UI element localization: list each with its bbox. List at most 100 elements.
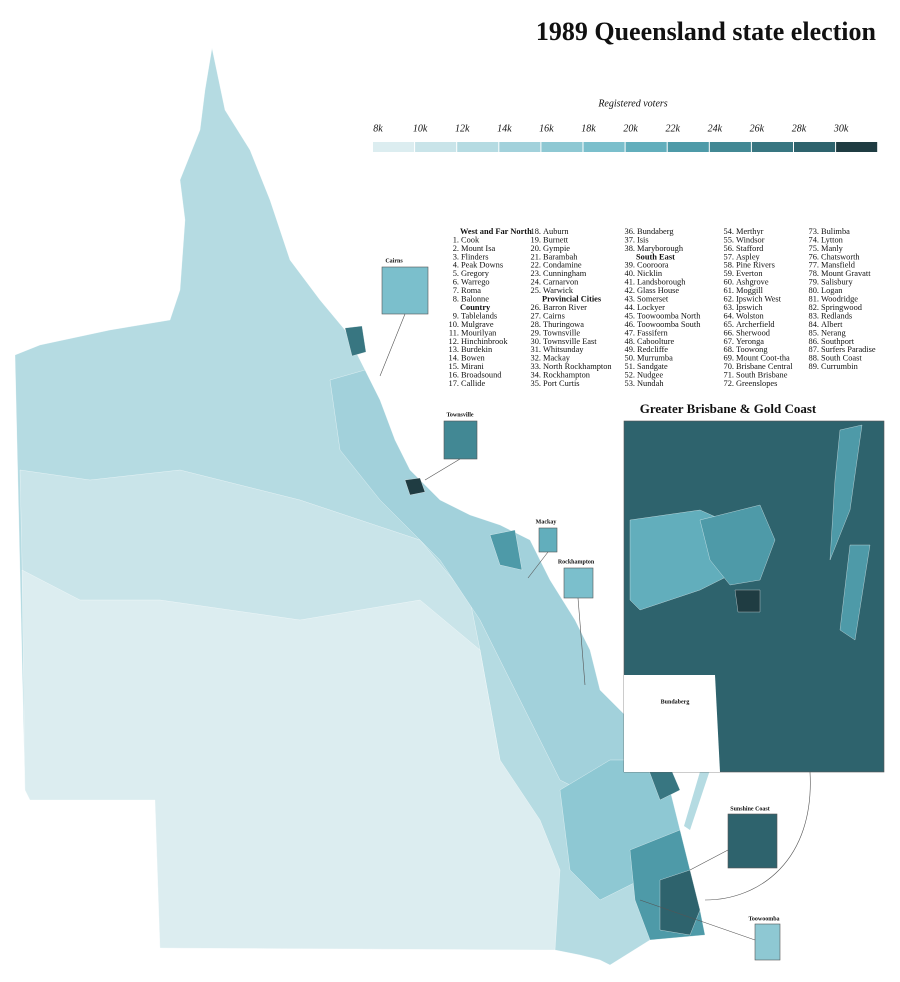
electorate-name: Isis [637,235,649,244]
electorate-name: Hinchinbrook [461,337,508,346]
legend-swatch [457,142,499,152]
legend-swatch [794,142,836,152]
legend-tick-label: 18k [581,123,596,134]
electorate-number: 26. [531,303,541,312]
electorate-name: Cunningham [543,269,587,278]
electorate-number: 84. [809,320,819,329]
electorate-name: Greenslopes [736,379,777,388]
electorate-number: 77. [809,261,819,270]
electorate-number: 54. [724,227,734,236]
electorate-name: Chatsworth [821,252,860,261]
electorate-number: 69. [724,354,734,363]
electorate-name: Nudgee [637,371,663,380]
electorate-number: 35. [531,379,541,388]
electorate-number: 43. [625,295,635,304]
legend-swatch [836,142,878,152]
electorate-number: 48. [625,337,635,346]
title: 1989 Queensland state election [536,17,877,46]
electorate-number: 21. [531,252,541,261]
electorate-name: Wolston [736,311,765,320]
electorate-number: 65. [724,320,734,329]
electorate-name: Murrumba [637,354,673,363]
electorate-name: Condamine [543,261,582,270]
electorate-name: Barambah [543,252,578,261]
electorate-number: 32. [531,354,541,363]
electorate-name: Toowong [736,345,768,354]
legend-swatch [541,142,583,152]
electorate-number: 29. [531,328,541,337]
inset-label: Townsville [446,412,473,418]
electorate-name: Cooroora [637,261,669,270]
electorate-number: 83. [809,311,819,320]
electorate-number: 87. [809,345,819,354]
electorate-number: 7. [453,286,459,295]
electorate-name: Whitsunday [543,345,584,354]
cairns-inset [381,266,429,315]
electorate-number: 59. [724,269,734,278]
electorate-number: 1. [453,235,459,244]
region-heading: Country [460,303,491,312]
electorate-number: 75. [809,244,819,253]
electorate-name: Carnarvon [543,278,579,287]
connector [577,597,586,686]
electorate-number: 78. [809,269,819,278]
electorate-name: Brisbane Central [736,362,793,371]
legend: 8k 10k 12k 14k 16k 18k 20k 22k 24k 26k 28k 30k [373,123,878,152]
mackay-inset [538,527,558,553]
electorate-number: 41. [625,278,635,287]
electorate-number: 72. [724,379,734,388]
electorate-name: Bundaberg [637,227,674,236]
electorate-name: Aspley [736,252,761,261]
rockhampton-inset [563,567,594,599]
electorate-number: 55. [724,235,734,244]
electorate-number: 61. [724,286,734,295]
electorate-number: 76. [809,252,819,261]
inset-label: Mackay [536,519,557,525]
legend-tick-label: 14k [497,123,512,134]
electorate-number: 82. [809,303,819,312]
connector [639,899,756,941]
fraser-island [684,765,710,830]
district-mackay [489,529,523,571]
electorate-name: Springwood [821,303,863,312]
electorate-number: 40. [625,269,635,278]
electorate-name: Glass House [637,286,679,295]
electorate-number: 58. [724,261,734,270]
legend-title: Registered voters [597,98,667,109]
electorate-name: Southport [821,337,855,346]
legend-swatch [667,142,709,152]
electorate-number: 8. [453,295,459,304]
outside-region [624,675,720,772]
electorate-name: Gympie [543,244,570,253]
sunshine-coast-inset [727,813,778,869]
brisbane-inset-districts [624,424,871,772]
electorate-name: Lockyer [637,303,665,312]
electorate-name: Everton [736,269,763,278]
electorate-name: Ipswich West [736,295,782,304]
connector [704,771,811,901]
electorate-name: Rockhampton [543,371,591,380]
electorate-name: Salisbury [821,278,853,287]
legend-tick-label: 8k [373,123,383,134]
electorate-name: Nerang [821,328,846,337]
electorate-number: 20. [531,244,541,253]
electorate-name: Burnett [543,235,569,244]
dark-district [734,589,761,613]
electorate-name: Mirani [461,362,484,371]
legend-swatch [751,142,793,152]
district-coast [329,369,651,801]
electorate-number: 68. [724,345,734,354]
inner-city [699,504,776,586]
electorate-number: 2. [453,244,459,253]
electorate-number: 28. [531,320,541,329]
stradbroke [839,544,871,641]
electorate-number: 18. [531,227,541,236]
electorate-number: 24. [531,278,541,287]
electorate-number: 62. [724,295,734,304]
electorate-name: South Brisbane [736,371,788,380]
electorate-name: Caboolture [637,337,674,346]
electorate-number: 9. [453,311,459,320]
electorate-number: 5. [453,269,459,278]
electorate-number: 38. [625,244,635,253]
